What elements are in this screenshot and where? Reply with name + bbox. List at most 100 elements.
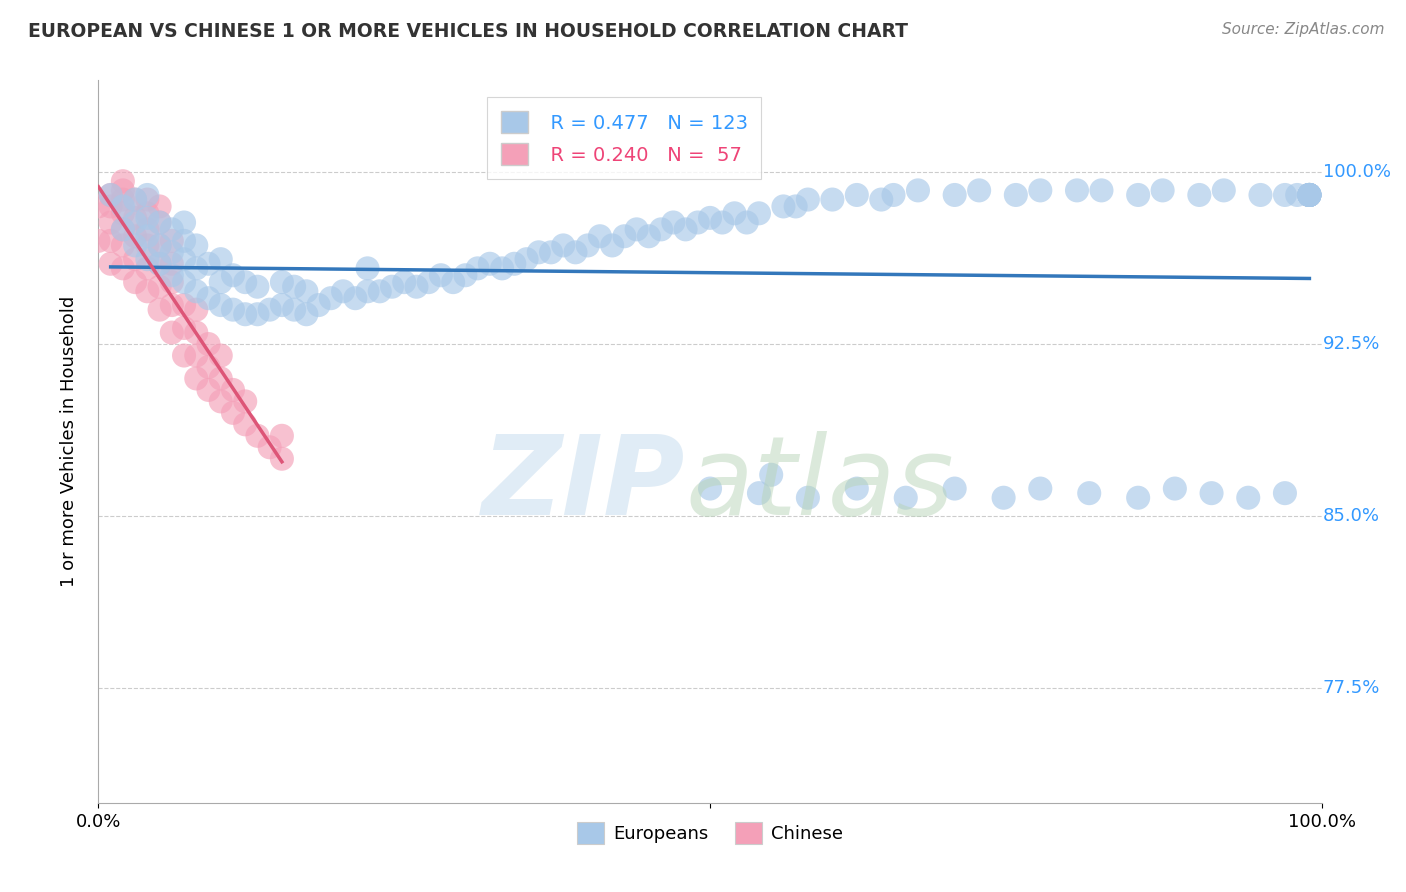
Point	[1274, 188, 1296, 202]
Point	[136, 285, 159, 299]
Point	[222, 268, 245, 283]
Point	[270, 298, 294, 312]
Point	[100, 234, 122, 248]
Point	[381, 279, 404, 293]
Point	[160, 298, 183, 312]
Point	[1286, 188, 1309, 202]
Point	[124, 211, 146, 225]
Point	[186, 349, 208, 363]
Point	[626, 222, 648, 236]
Point	[173, 349, 195, 363]
Point	[748, 486, 770, 500]
Point	[197, 383, 219, 397]
Point	[100, 257, 122, 271]
Point	[637, 229, 661, 244]
Point	[222, 383, 245, 397]
Point	[1201, 486, 1223, 500]
Point	[1090, 183, 1112, 197]
Point	[797, 491, 820, 505]
Point	[136, 229, 159, 244]
Point	[209, 252, 232, 267]
Point	[478, 257, 501, 271]
Point	[711, 215, 734, 229]
Point	[308, 298, 330, 312]
Point	[111, 199, 134, 213]
Point	[100, 215, 122, 229]
Point	[209, 394, 232, 409]
Point	[761, 467, 783, 482]
Point	[283, 302, 305, 317]
Point	[149, 302, 172, 317]
Point	[136, 188, 159, 202]
Point	[149, 199, 172, 213]
Point	[100, 188, 122, 202]
Point	[723, 206, 745, 220]
Point	[1164, 482, 1187, 496]
Point	[993, 491, 1015, 505]
Point	[540, 245, 562, 260]
Point	[186, 261, 208, 276]
Point	[87, 234, 110, 248]
Point	[209, 349, 232, 363]
Point	[821, 193, 844, 207]
Point	[332, 285, 354, 299]
Point	[527, 245, 550, 260]
Point	[173, 321, 195, 335]
Point	[441, 275, 464, 289]
Point	[589, 229, 612, 244]
Point	[124, 215, 146, 229]
Text: atlas: atlas	[686, 432, 955, 539]
Point	[772, 199, 794, 213]
Point	[270, 451, 294, 466]
Y-axis label: 1 or more Vehicles in Household: 1 or more Vehicles in Household	[59, 296, 77, 587]
Point	[1298, 188, 1320, 202]
Point	[173, 215, 195, 229]
Point	[356, 261, 378, 276]
Point	[686, 215, 709, 229]
Point	[1212, 183, 1234, 197]
Point	[222, 406, 245, 420]
Point	[1298, 188, 1320, 202]
Point	[1298, 188, 1320, 202]
Point	[186, 302, 208, 317]
Point	[295, 285, 318, 299]
Point	[1188, 188, 1211, 202]
Point	[124, 252, 146, 267]
Point	[491, 261, 513, 276]
Point	[454, 268, 477, 283]
Point	[894, 491, 917, 505]
Point	[222, 302, 245, 317]
Point	[405, 279, 427, 293]
Point	[124, 275, 146, 289]
Point	[967, 183, 990, 197]
Point	[186, 238, 208, 252]
Point	[173, 275, 195, 289]
Point	[1004, 188, 1026, 202]
Point	[270, 275, 294, 289]
Point	[160, 268, 183, 283]
Point	[699, 482, 721, 496]
Point	[1128, 188, 1150, 202]
Point	[650, 222, 672, 236]
Point	[1249, 188, 1271, 202]
Point	[883, 188, 905, 202]
Point	[467, 261, 489, 276]
Point	[87, 199, 110, 213]
Point	[418, 275, 440, 289]
Point	[845, 188, 868, 202]
Point	[1298, 188, 1320, 202]
Point	[136, 206, 159, 220]
Point	[613, 229, 636, 244]
Point	[111, 238, 134, 252]
Point	[160, 234, 183, 248]
Point	[600, 238, 623, 252]
Point	[1078, 486, 1101, 500]
Point	[515, 252, 537, 267]
Text: 85.0%: 85.0%	[1323, 507, 1379, 525]
Point	[845, 482, 868, 496]
Point	[246, 279, 269, 293]
Point	[124, 193, 146, 207]
Point	[748, 206, 770, 220]
Point	[797, 193, 820, 207]
Point	[1298, 188, 1320, 202]
